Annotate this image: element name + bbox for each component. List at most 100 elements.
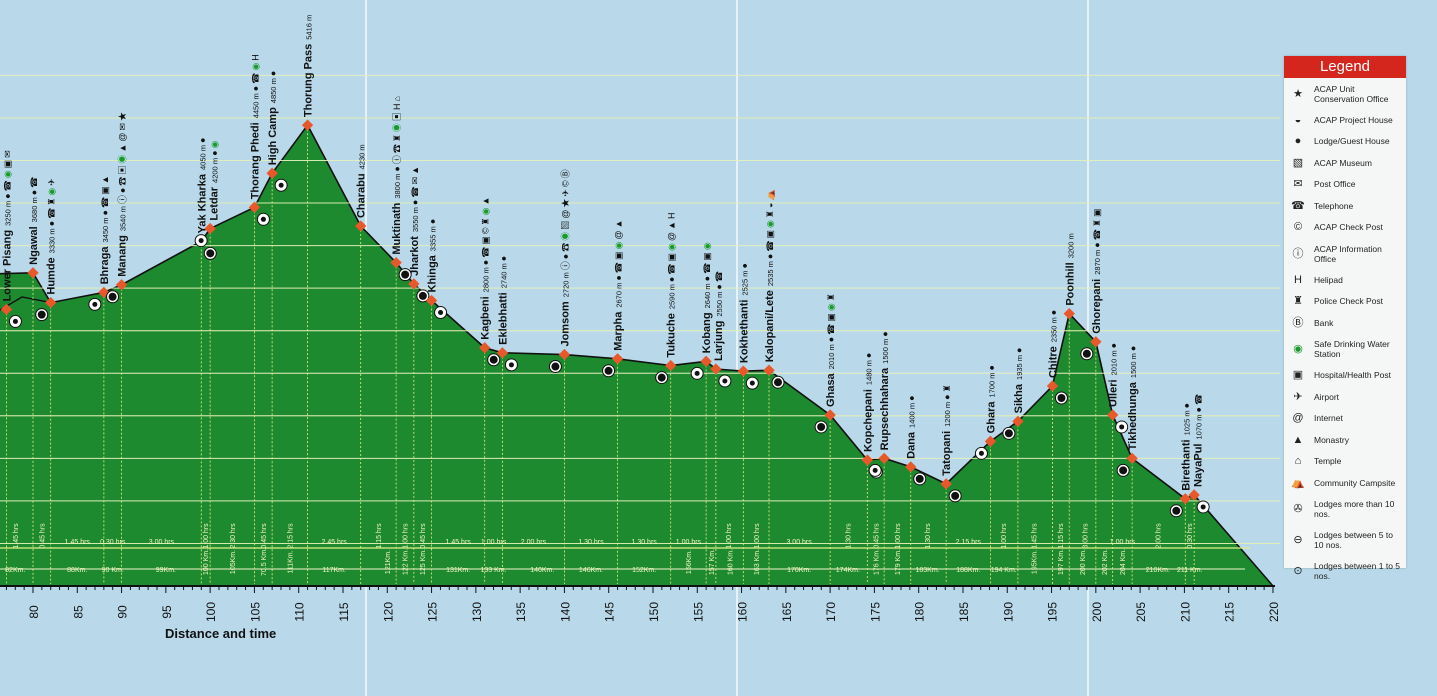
station-elevation: 2350 m <box>1049 317 1058 342</box>
telephone-icon: ☎ <box>560 243 570 252</box>
water-icon: ◉ <box>560 232 570 241</box>
station-label: Rupsechhahara 1500 m ● <box>879 331 891 450</box>
lodges-1-5-icon <box>1119 424 1125 430</box>
station-name: Kagbeni <box>480 296 492 339</box>
hospital-icon: ▣ <box>118 166 128 175</box>
x-tick-label: 130 <box>470 602 484 622</box>
lodges-1-5-icon <box>749 380 755 386</box>
distance-label: 179 Km. <box>895 549 902 575</box>
legend-item: ⊖ Lodges between 5 to 10 nos. <box>1284 525 1406 556</box>
legend-label: Lodges more than 10 nos. <box>1314 499 1395 519</box>
time-label: 1.00 hrs <box>676 539 702 546</box>
x-tick-label: 180 <box>913 602 927 622</box>
x-tick-label: 155 <box>691 602 705 622</box>
acap-unit-icon: ★ <box>118 112 128 121</box>
helipad-icon: H <box>392 104 402 111</box>
x-tick-label: 150 <box>647 602 661 622</box>
station-name: Kopchepani <box>862 389 874 452</box>
station-marker <box>390 256 402 269</box>
station-label: Dana 1400 m ● <box>906 395 918 458</box>
monastery-icon: ▲ <box>667 221 677 230</box>
legend-item: © ACAP Check Post <box>1284 217 1406 239</box>
station-name: Marpha <box>613 311 625 351</box>
distance-label: 140Km. <box>530 567 554 574</box>
legend-label: Safe Drinking Water Station <box>1314 339 1390 359</box>
station-label: Jharkot 3550 m ● ☎✉ ▲ <box>409 166 421 276</box>
info-icon: ⓘ <box>392 155 402 164</box>
distance-label: 100 Km. <box>203 549 210 575</box>
police-icon: ♜ <box>826 293 836 301</box>
station-name: Kalopani/Lete <box>764 290 776 362</box>
lodge-icon: ● <box>1294 135 1302 148</box>
lodges-1-5-icon <box>438 309 444 315</box>
station-marker <box>1107 409 1119 421</box>
lodge-icon: ● <box>47 221 57 226</box>
station-name: Poonhill <box>1064 262 1076 305</box>
station-elevation: 1200 m <box>943 402 952 427</box>
legend-item: ⌂ Temple <box>1284 451 1406 473</box>
station-label: Birethanti 1025 m ● <box>1180 403 1192 491</box>
water-icon: ◉ <box>481 207 491 215</box>
lodge-icon: ● <box>702 276 712 281</box>
station-name: Sikha <box>1013 383 1025 413</box>
telephone-icon: ☎ <box>667 263 677 274</box>
lodge-icon: ● <box>1014 348 1024 353</box>
hospital-icon: ▣ <box>392 112 402 121</box>
station-name: Tatopani <box>941 431 953 476</box>
lodge-icon: ● <box>765 254 775 259</box>
telephone-icon: ☎ <box>1291 199 1305 212</box>
x-tick-label: 145 <box>603 602 617 622</box>
station-elevation: 5416 m <box>305 15 314 40</box>
station-elevation: 2720 m <box>561 272 570 297</box>
station-name: Birethanti <box>1180 439 1192 490</box>
distance-label: 82Km. <box>5 567 25 574</box>
station-label: Ngawal 3680 m ● ☎ <box>28 177 40 265</box>
hospital-icon: ▣ <box>1092 208 1102 217</box>
legend-item: ✉ Post Office <box>1284 174 1406 196</box>
station-marker <box>737 365 749 377</box>
station-elevation: 4050 m <box>198 145 207 170</box>
lodge-icon: ● <box>100 210 110 215</box>
legend-label: Bank <box>1314 317 1334 328</box>
legend-label: Monastry <box>1314 434 1349 445</box>
station-elevation: 2800 m <box>482 267 491 292</box>
distance-label: 170Km. <box>787 567 811 574</box>
x-tick-label: 210 <box>1178 602 1192 622</box>
station-elevation: 3250 m <box>3 201 12 226</box>
lodges-10-icon <box>604 366 613 375</box>
station-marker <box>1046 380 1059 392</box>
lodge-icon: ● <box>209 150 219 155</box>
station-label: Lower Pisang 3250 m ● ☎ ◉▣ ✉ <box>1 150 13 301</box>
legend-title: Legend <box>1284 56 1406 78</box>
lodges-10-icon <box>551 362 560 371</box>
station-elevation: 3355 m <box>429 226 438 251</box>
time-label: 2.15 hrs <box>956 539 982 546</box>
legend-item: ● Lodge/Guest House <box>1284 131 1406 153</box>
check-post-icon: © <box>1293 221 1303 234</box>
distance-label: 117Km. <box>322 567 346 574</box>
internet-icon: @ <box>667 232 677 241</box>
station-name: Humde <box>46 257 58 294</box>
station-name: Ghara <box>985 401 997 434</box>
lodges-10-icon <box>108 292 117 301</box>
station-elevation: 1935 m <box>1015 355 1024 380</box>
station-marker <box>248 201 261 213</box>
station-label: Eklebhatti 2740 m ● <box>497 256 509 345</box>
lodges-1-5-icon <box>260 216 266 222</box>
station-elevation: 2670 m <box>615 283 624 308</box>
station-marker <box>45 296 57 309</box>
lodge-icon: ● <box>560 254 570 259</box>
station-elevation: 1700 m <box>987 373 996 398</box>
time-label: 2.30 hrs <box>230 523 237 549</box>
station-name: NayaPul <box>1192 444 1204 487</box>
police-icon: ♜ <box>481 217 491 225</box>
distance-label: 210Km. <box>1146 567 1170 574</box>
station-name: Chitre <box>1047 346 1059 378</box>
legend-label: Temple <box>1314 456 1342 467</box>
station-label: Ghasa 2010 m ● ☎ ▣ ◉ ♜ <box>825 293 837 407</box>
station-name: Thorang Phedi <box>249 122 261 199</box>
legend-item: Ⓑ Bank <box>1284 312 1406 334</box>
hospital-icon: ▣ <box>702 252 712 261</box>
station-label: Tukuche 2590 m ● ☎▣ ◉ @ ▲H <box>666 213 678 358</box>
water-icon: ◉ <box>209 140 219 148</box>
